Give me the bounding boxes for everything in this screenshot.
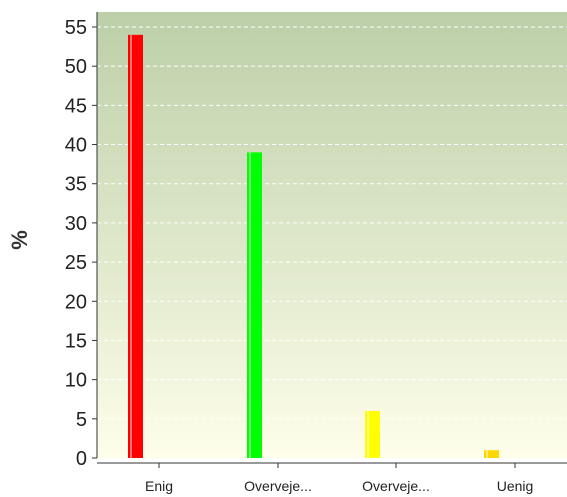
y-tick-label: 30 xyxy=(65,213,87,235)
bar-highlight xyxy=(130,34,132,458)
y-tick-label: 15 xyxy=(65,330,87,352)
y-tick-label: 0 xyxy=(76,448,87,470)
y-tick-label: 20 xyxy=(65,291,87,313)
bar xyxy=(365,410,380,458)
bar-highlight xyxy=(367,410,369,458)
plot-background xyxy=(97,12,567,458)
grid-lines xyxy=(97,26,567,420)
bar-highlight xyxy=(486,450,488,458)
bars-group xyxy=(128,34,499,458)
y-tick-label: 45 xyxy=(65,95,87,117)
bar xyxy=(128,34,143,458)
x-tick-label: Overveje... xyxy=(362,478,430,494)
y-tick-label: 10 xyxy=(65,370,87,392)
y-tick-label: 50 xyxy=(65,56,87,78)
x-tick-label: Overveje... xyxy=(244,478,312,494)
y-tick-label: 40 xyxy=(65,135,87,157)
bar-highlight xyxy=(249,152,251,458)
y-tick-label: 55 xyxy=(65,17,87,39)
y-axis-label: % xyxy=(7,230,32,250)
bar xyxy=(247,152,262,458)
y-tick-label: 35 xyxy=(65,174,87,196)
x-tick-label: Enig xyxy=(145,478,173,494)
y-ticks: 0 5 10 15 20 25 30 35 40 45 50 55 xyxy=(65,17,97,470)
bar xyxy=(484,450,499,458)
y-tick-label: 5 xyxy=(76,409,87,431)
x-ticks: Enig Overveje... Overveje... Uenig xyxy=(145,463,533,494)
y-tick-label: 25 xyxy=(65,252,87,274)
x-tick-label: Uenig xyxy=(497,478,534,494)
